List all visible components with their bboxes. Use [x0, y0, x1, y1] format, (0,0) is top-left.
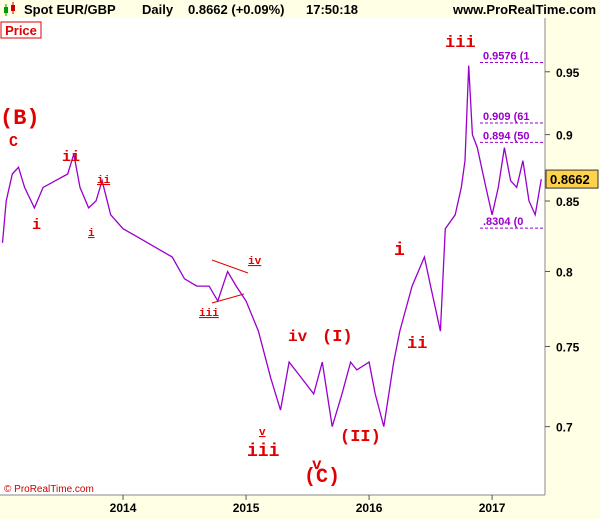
x-tick-label: 2014 [110, 501, 137, 515]
fib-label: .8304 (0 [483, 216, 523, 228]
y-tick-label: 0.75 [556, 340, 580, 354]
wave-label: i [32, 217, 41, 234]
wave-label: C [9, 134, 18, 151]
wave-label: iii [445, 34, 476, 53]
wave-label: ii [62, 149, 80, 166]
y-tick-label: 0.9 [556, 129, 573, 143]
wave-label: ii [97, 175, 111, 187]
logo [4, 2, 15, 16]
wave-label: (C) [304, 466, 340, 489]
y-tick-label: 0.85 [556, 195, 580, 209]
period: Daily [142, 2, 174, 17]
fib-label: 0.894 (50 [483, 130, 529, 142]
wave-label: v [312, 456, 322, 474]
trend-line [211, 259, 249, 274]
wave-label: (B) [0, 106, 40, 131]
wave-label: (II) [340, 428, 381, 447]
panel-label-box [0, 21, 42, 39]
y-tick-label: 0.8 [556, 265, 573, 279]
wave-label: i [88, 228, 95, 240]
x-tick-label: 2016 [356, 501, 383, 515]
copyright: © ProRealTime.com [4, 484, 94, 495]
wave-label: iii [247, 442, 280, 462]
last-value-box [545, 169, 599, 189]
wave-label: v [259, 427, 266, 439]
trend-line [211, 293, 245, 304]
price-line [1, 65, 542, 427]
symbol: Spot EUR/GBP [24, 2, 116, 17]
fib-label: 0.9576 (1 [483, 51, 529, 63]
site: www.ProRealTime.com [452, 2, 596, 17]
wave-label: iii [199, 308, 219, 320]
wave-label: ii [407, 335, 427, 354]
wave-label: iv [248, 256, 262, 268]
panel-label: Price [5, 23, 37, 38]
plot-area [0, 18, 545, 495]
y-tick-label: 0.95 [556, 66, 580, 80]
y-tick-label: 0.7 [556, 421, 573, 435]
wave-label: i [394, 241, 405, 261]
x-tick-label: 2015 [233, 501, 260, 515]
x-tick-label: 2017 [479, 501, 506, 515]
wave-label: (I) [322, 328, 353, 347]
last-value-label: 0.8662 [550, 172, 590, 187]
quote: 0.8662 (+0.09%) [188, 2, 284, 17]
wave-label: iv [288, 328, 308, 346]
fib-label: 0.909 (61 [483, 111, 529, 123]
time: 17:50:18 [306, 2, 358, 17]
